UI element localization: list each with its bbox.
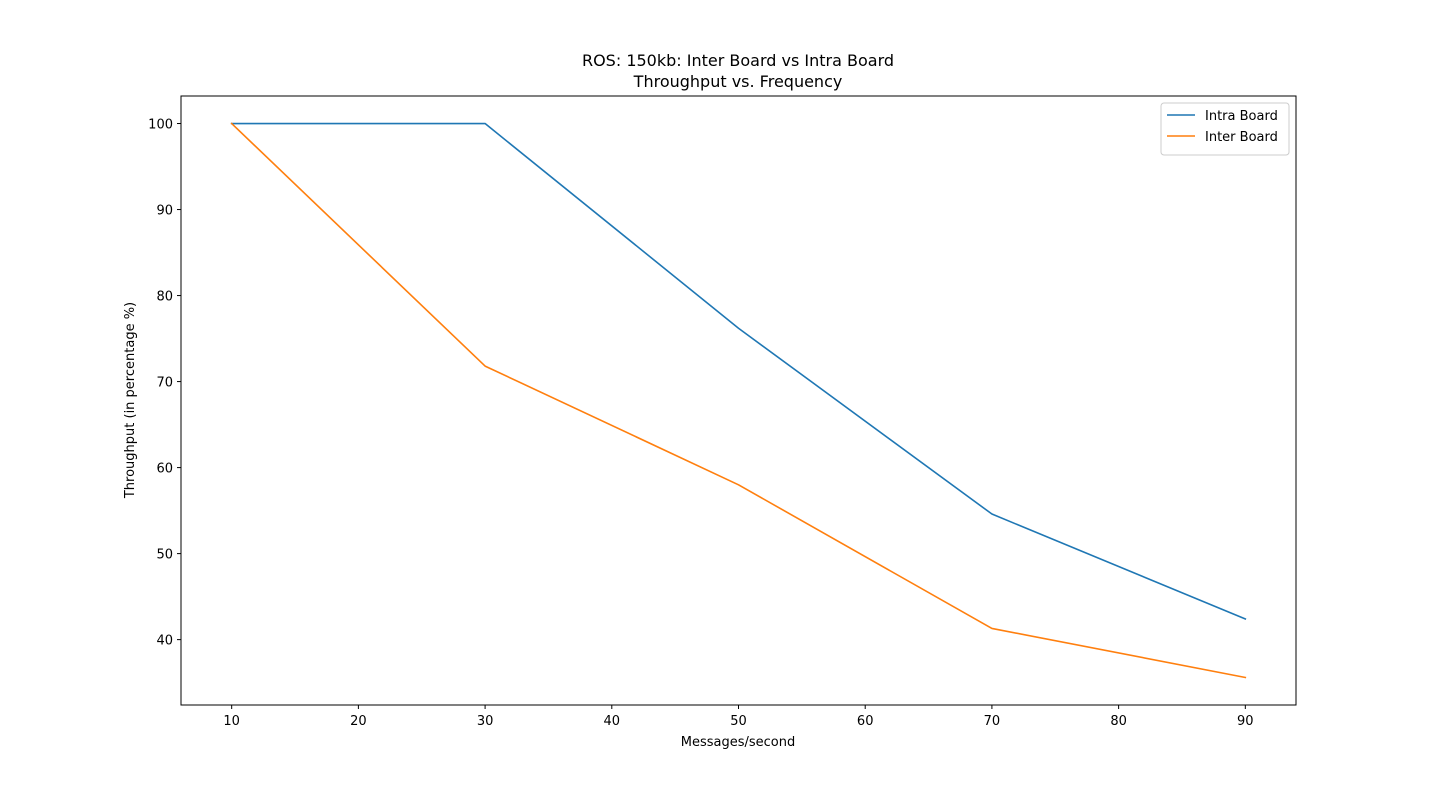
series-line-intra-board <box>230 122 1247 621</box>
x-tick-label: 70 <box>984 714 1001 729</box>
series-lines <box>230 122 1247 679</box>
y-tick-label: 80 <box>156 290 173 305</box>
legend-box <box>1160 102 1290 156</box>
y-axis-label: Throughput (in percentage %) <box>123 302 138 499</box>
legend-label: Intra Board <box>1205 109 1278 124</box>
y-tick-label: 90 <box>156 204 173 219</box>
legend-label: Inter Board <box>1205 130 1278 145</box>
x-tick-label: 30 <box>477 714 494 729</box>
chart-title: ROS: 150kb: Inter Board vs Intra Board <box>582 51 894 70</box>
chart-subtitle: Throughput vs. Frequency <box>633 72 843 91</box>
x-axis-label: Messages/second <box>681 735 796 750</box>
x-tick-label: 40 <box>604 714 621 729</box>
x-tick-label: 50 <box>730 714 747 729</box>
y-tick-label: 100 <box>148 118 173 133</box>
series-line-inter-board <box>230 122 1247 679</box>
y-tick-label: 60 <box>156 462 173 477</box>
x-tick-label: 10 <box>223 714 240 729</box>
y-tick-label: 70 <box>156 376 173 391</box>
x-tick-label: 90 <box>1237 714 1254 729</box>
plot-frame <box>180 95 1297 706</box>
y-tick-label: 50 <box>156 548 173 563</box>
x-tick-label: 60 <box>857 714 874 729</box>
x-tick-label: 20 <box>350 714 367 729</box>
x-tick-label: 80 <box>1110 714 1127 729</box>
legend: Intra Board Inter Board <box>1160 102 1290 156</box>
axis-ticks: 10 20 30 40 50 60 70 80 90 40 50 60 70 80 90 100 <box>148 118 1253 729</box>
y-tick-label: 40 <box>156 634 173 649</box>
